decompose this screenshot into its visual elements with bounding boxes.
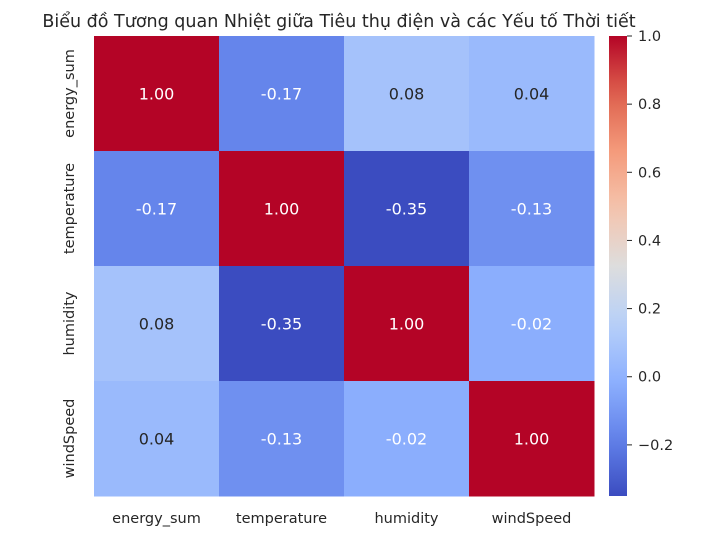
heatmap-cell-label: -0.17 (136, 200, 177, 219)
heatmap-cell (469, 381, 595, 497)
heatmap-cell-label: -0.02 (386, 430, 427, 449)
heatmap-cell-label: -0.35 (386, 200, 427, 219)
y-axis-tick-labels: energy_sum temperature humidity windSpeed (62, 49, 78, 478)
heatmap-cell (94, 36, 220, 152)
x-tick-label: humidity (374, 511, 438, 527)
colorbar-tick-label: −0.2 (638, 438, 673, 454)
heatmap-cell (219, 151, 345, 267)
x-tick-label: windSpeed (492, 511, 572, 527)
heatmap-cell-label: 0.08 (389, 85, 425, 104)
y-tick-label: humidity (62, 291, 78, 355)
colorbar-tick-label: 0.2 (638, 302, 661, 318)
heatmap-cell-label: 0.04 (514, 85, 550, 104)
heatmap-cell (469, 151, 595, 267)
heatmap-cell (94, 381, 220, 497)
heatmap-cell (344, 266, 470, 382)
y-tick-label: temperature (62, 163, 78, 254)
heatmap-cell (469, 266, 595, 382)
heatmap-cell-label: -0.02 (511, 315, 552, 334)
heatmap-cell-labels: 1.00 -0.17 0.08 0.04 -0.17 1.00 -0.35 -0.13 0.08… (136, 85, 552, 449)
y-tick-label: windSpeed (62, 399, 78, 479)
heatmap-cell-label: 1.00 (264, 200, 300, 219)
colorbar-tick-label: 0.8 (638, 97, 661, 113)
colorbar (609, 36, 627, 496)
heatmap-cell-label: -0.13 (511, 200, 552, 219)
x-axis-tick-labels: energy_sum temperature humidity windSpeed (112, 511, 571, 527)
heatmap-cell (469, 36, 595, 152)
heatmap-cell-label: -0.35 (261, 315, 302, 334)
heatmap-cell-label: 1.00 (514, 430, 550, 449)
x-tick-label: energy_sum (112, 511, 201, 527)
heatmap-cell-label: 0.04 (139, 430, 175, 449)
heatmap-cell (219, 36, 345, 152)
heatmap-cell (219, 266, 345, 382)
heatmap-cell (94, 266, 220, 382)
heatmap-cell (344, 151, 470, 267)
y-tick-label: energy_sum (62, 49, 78, 138)
x-tick-label: temperature (236, 511, 327, 527)
heatmap-cell-label: 0.08 (139, 315, 175, 334)
colorbar-tick-label: 0.0 (638, 370, 661, 386)
heatmap-cell-label: 1.00 (139, 85, 175, 104)
heatmap-cell (344, 36, 470, 152)
colorbar-tick-label: 1.0 (638, 29, 661, 45)
heatmap-cell (344, 381, 470, 497)
heatmap-cell-label: -0.17 (261, 85, 302, 104)
heatmap-cell (94, 151, 220, 267)
heatmap-cell (219, 381, 345, 497)
colorbar-ticks: −0.2 0.0 0.2 0.4 0.6 0.8 1.0 (627, 29, 673, 454)
heatmap-cells (94, 36, 595, 497)
heatmap-cell-label: -0.13 (261, 430, 302, 449)
colorbar-tick-label: 0.4 (638, 233, 661, 249)
colorbar-tick-label: 0.6 (638, 165, 661, 181)
chart-title: Biểu đồ Tương quan Nhiệt giữa Tiêu thụ đ… (42, 11, 635, 32)
heatmap-cell-label: 1.00 (389, 315, 425, 334)
